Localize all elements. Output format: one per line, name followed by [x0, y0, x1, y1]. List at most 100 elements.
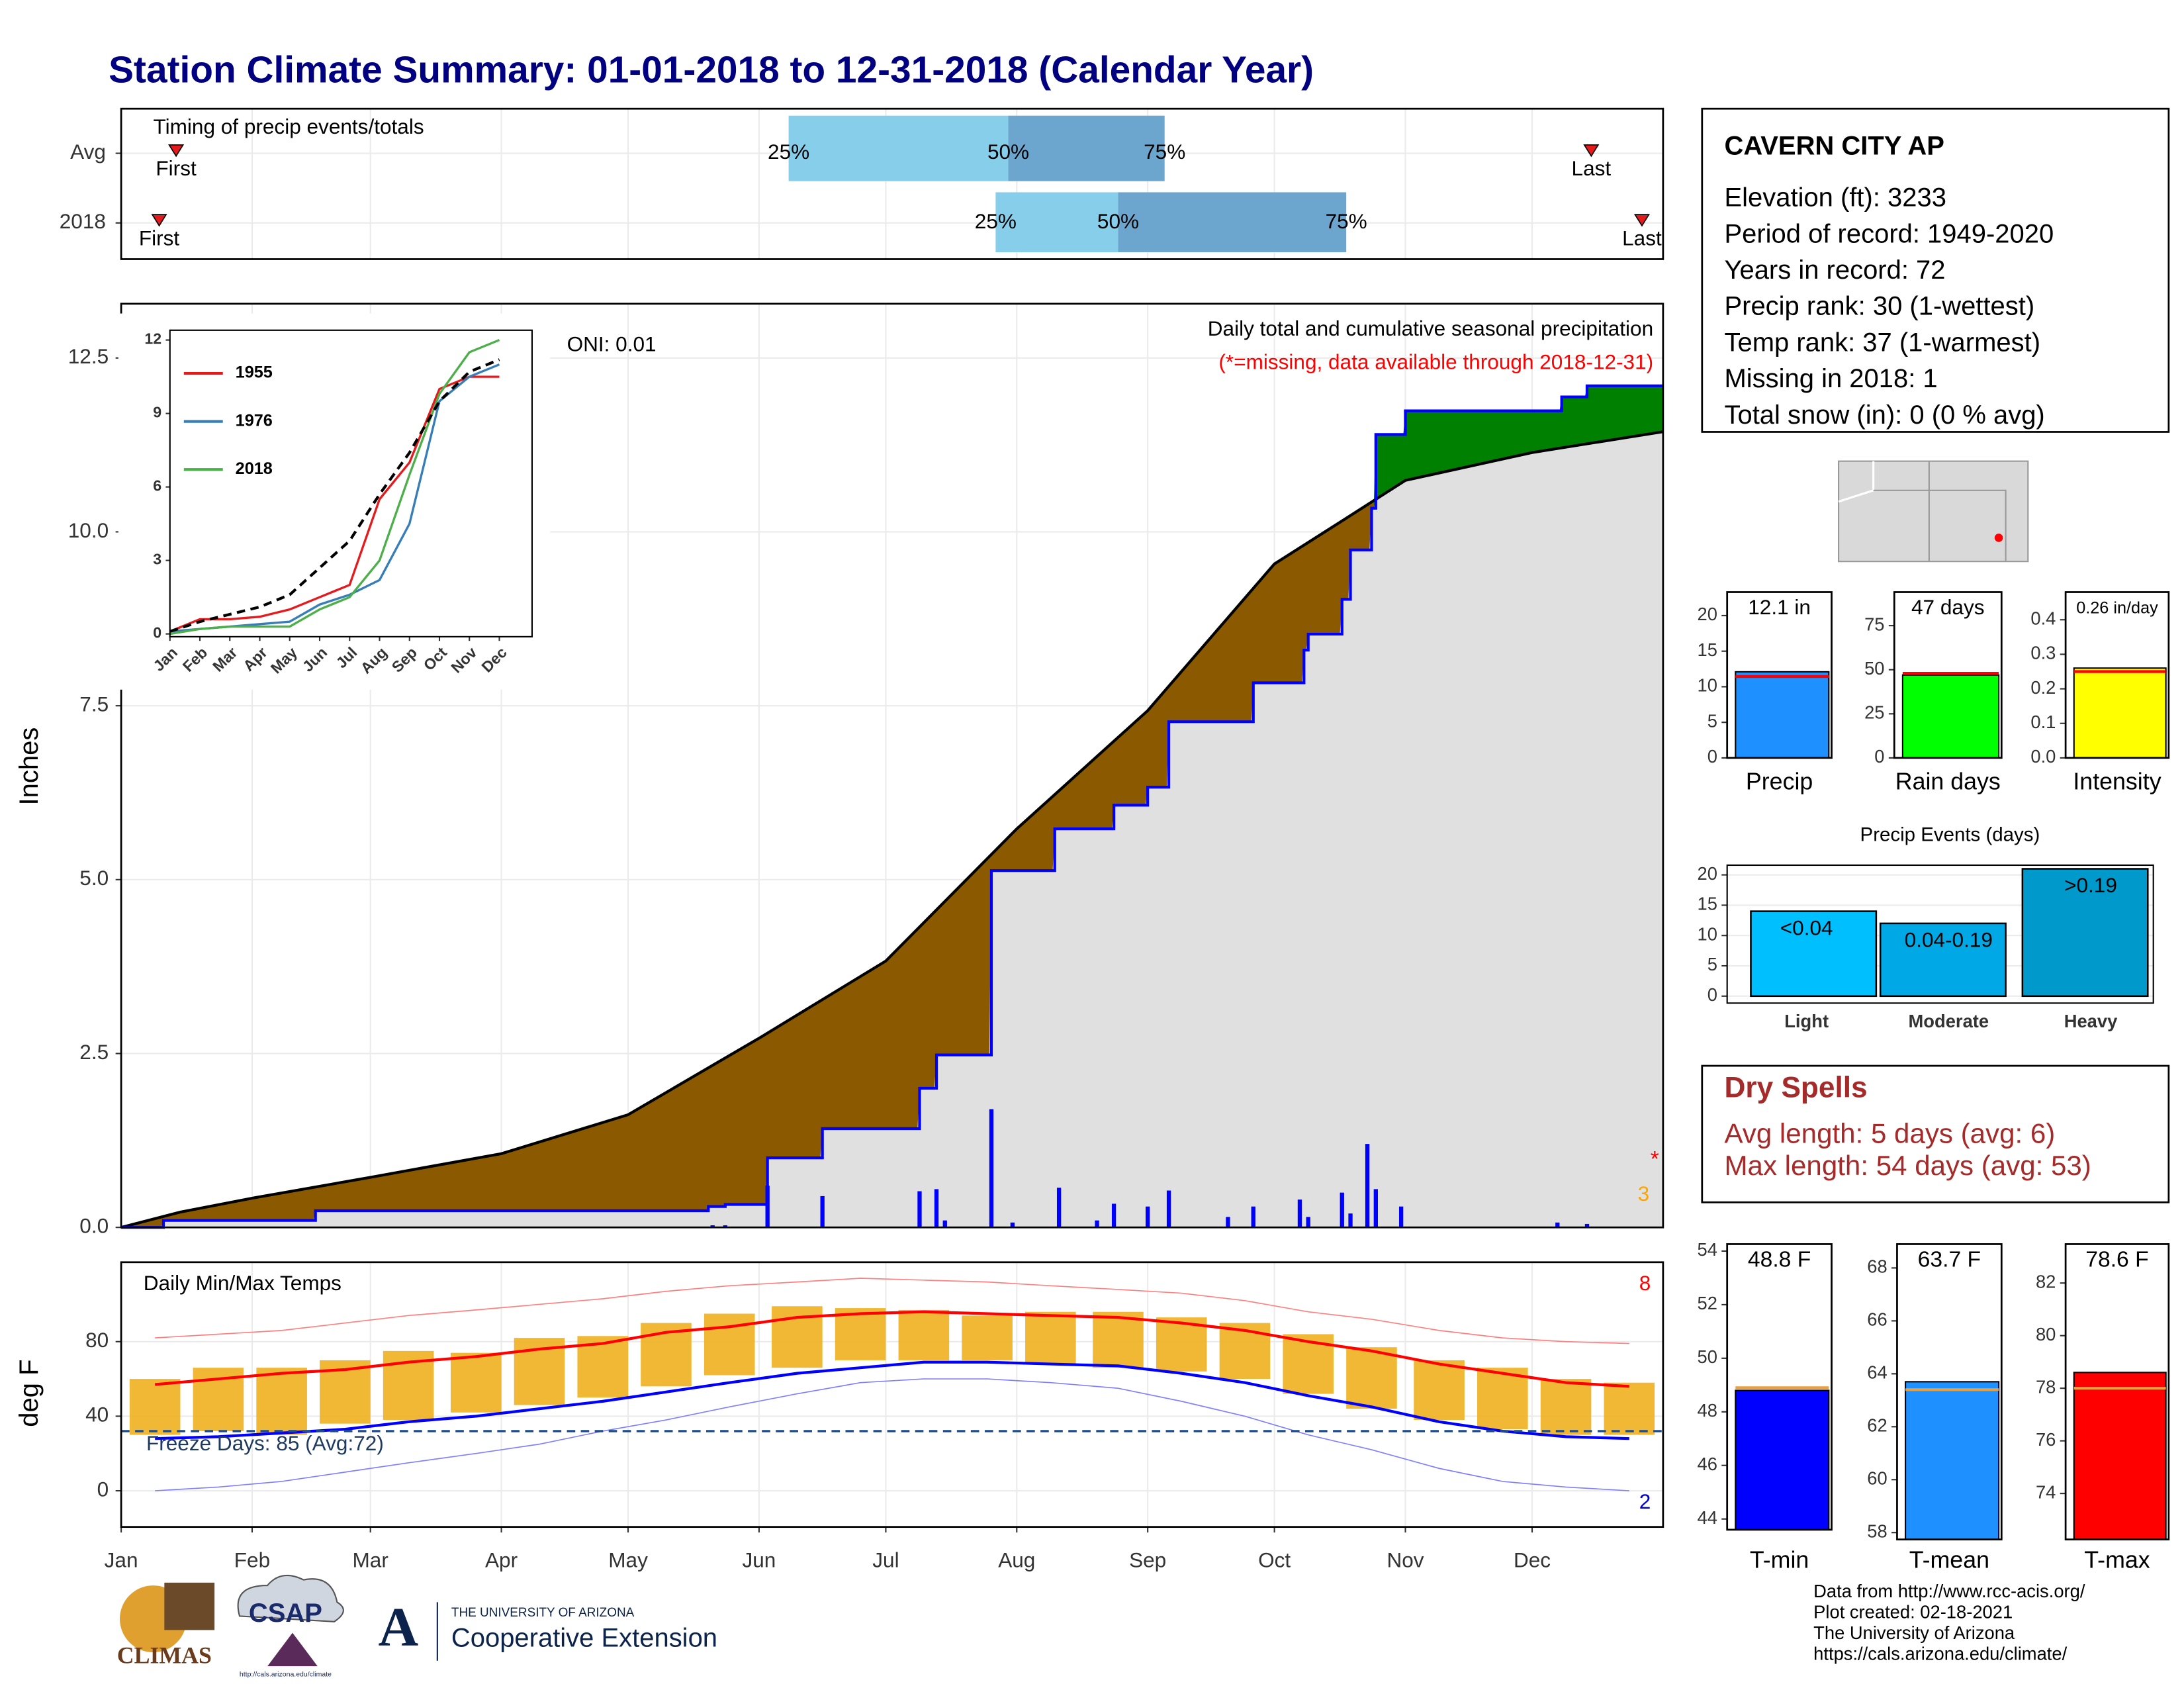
timing-bar [1008, 115, 1165, 181]
mini-frame [2064, 1243, 2170, 1540]
csap-cloud [237, 1574, 344, 1622]
y-axis-label: deg F [15, 1360, 44, 1427]
y-tick-label: 40 [85, 1403, 109, 1427]
x-tick-label: May [608, 1548, 648, 1572]
daily-temp-bar [1346, 1347, 1397, 1409]
quantile-label: 75% [1144, 140, 1185, 164]
daily-temp-bar [1156, 1317, 1207, 1372]
mini-frame [1893, 591, 2003, 759]
daily-precip-bar [1340, 1192, 1344, 1228]
station-line: Period of record: 1949-2020 [1724, 219, 2054, 248]
map-border [1873, 489, 2007, 562]
y-tick-label: 74 [2036, 1481, 2056, 1502]
daily-precip-bar [1398, 1206, 1404, 1228]
climas-emblem [164, 1582, 215, 1630]
y-tick-label: 10.0 [68, 518, 109, 542]
daily-precip-bar [1297, 1199, 1302, 1228]
dry-spells-line: Avg length: 5 days (avg: 6) [1724, 1117, 2055, 1149]
count-label: 3 [1638, 1182, 1650, 1205]
daily-temp-bar [1477, 1368, 1528, 1430]
y-tick-label: 50 [1698, 1346, 1717, 1367]
y-tick-label: 60 [1867, 1468, 1887, 1488]
observed-cumulative-line [121, 384, 1663, 1229]
timing-bar [788, 115, 1009, 181]
daily-temp-bar [898, 1309, 950, 1360]
x-tick-label: Aug [998, 1548, 1035, 1572]
x-tick-label: Feb [234, 1548, 270, 1572]
timing-bar [995, 192, 1118, 252]
ua-emblem: A [379, 1597, 419, 1658]
daily-precip-bar [989, 1109, 994, 1228]
record-low-count: 2 [1639, 1489, 1651, 1513]
daily-precip-bar [1166, 1190, 1171, 1228]
daily-precip-bar [917, 1191, 922, 1228]
station-line: Missing in 2018: 1 [1724, 364, 1937, 393]
daily-temp-bar [129, 1379, 181, 1435]
y-tick-label: 6 [153, 477, 161, 494]
bar [1750, 910, 1878, 998]
daily-precip-bar [942, 1220, 947, 1228]
daily-temp-bar [835, 1308, 886, 1360]
y-tick-label: 75 [1864, 614, 1884, 634]
event-marker [1583, 144, 1600, 158]
daily-temp-bar [450, 1352, 502, 1413]
temp-line [155, 1378, 1629, 1491]
daily-precip-bar [1251, 1206, 1255, 1228]
daily-precip-bar [1365, 1144, 1370, 1228]
category-label: T-mean [1909, 1547, 1989, 1573]
x-tick-label: Mar [353, 1548, 388, 1572]
csap-text: CSAP [249, 1599, 322, 1628]
station-line: Elevation (ft): 3233 [1724, 183, 1946, 212]
daily-temp-bar [1604, 1382, 1655, 1435]
y-tick-label: 0 [1874, 746, 1884, 767]
daily-temp-bar [1025, 1311, 1076, 1364]
extension-text: Cooperative Extension [451, 1624, 717, 1653]
y-tick-label: 9 [153, 404, 161, 421]
y-tick-label: 80 [2036, 1324, 2056, 1344]
event-label: Last [1572, 156, 1612, 180]
footer-line: Plot created: 02-18-2021 [1813, 1601, 2013, 1622]
y-tick-label: 50 [1864, 658, 1884, 679]
footer-line: The University of Arizona [1813, 1622, 2015, 1643]
quantile-label: 25% [768, 140, 809, 164]
footer-line: Data from http://www.rcc-acis.org/ [1813, 1581, 2085, 1601]
x-tick-label: Oct [1258, 1548, 1291, 1572]
y-tick-label: 76 [2036, 1429, 2056, 1450]
legend-label: 1976 [236, 411, 273, 430]
x-tick-label: Jul [872, 1548, 899, 1572]
panel-title: Daily Min/Max Temps [144, 1271, 341, 1295]
inset-line [169, 339, 500, 635]
y-tick-label: 0 [1707, 746, 1717, 767]
y-tick-label: 0.4 [2030, 608, 2056, 628]
y-tick-label: 0.3 [2030, 643, 2056, 663]
y-tick-label: 5 [1707, 710, 1717, 731]
page-title: Station Climate Summary: 01-01-2018 to 1… [109, 49, 1314, 91]
y-tick-label: 68 [1867, 1256, 1887, 1277]
annotation: Daily total and cumulative seasonal prec… [1208, 316, 1653, 340]
daily-temp-bar [1540, 1379, 1592, 1435]
daily-precip-bar [1111, 1203, 1116, 1228]
inset-line [169, 358, 500, 633]
legend-label: 2018 [236, 459, 273, 478]
x-tick-label: Jan [105, 1548, 138, 1572]
event-marker [1633, 214, 1651, 227]
station-line: Total snow (in): 0 (0 % avg) [1724, 400, 2044, 430]
plot-frame [120, 1261, 1664, 1528]
csap-mountain [267, 1632, 318, 1667]
daily-precip-bar [1555, 1222, 1560, 1228]
missing-marker: * [1651, 1147, 1659, 1172]
y-tick-label: 20 [1698, 604, 1717, 624]
y-tick-label: 0.2 [2030, 677, 2056, 698]
category-label: T-min [1750, 1547, 1809, 1573]
event-marker [168, 144, 185, 158]
value-label: 47 days [1911, 595, 1985, 619]
value-label: 0.26 in/day [2076, 598, 2158, 617]
chart-title: Precip Events (days) [1860, 824, 2040, 846]
oni-label: ONI: 0.01 [567, 332, 657, 355]
mini-frame [1896, 1243, 2003, 1540]
daily-precip-bar [1010, 1222, 1015, 1228]
quantile-label: 50% [1097, 209, 1139, 233]
y-tick-label: 10 [1698, 675, 1717, 696]
y-tick-label: 2.5 [79, 1040, 109, 1064]
